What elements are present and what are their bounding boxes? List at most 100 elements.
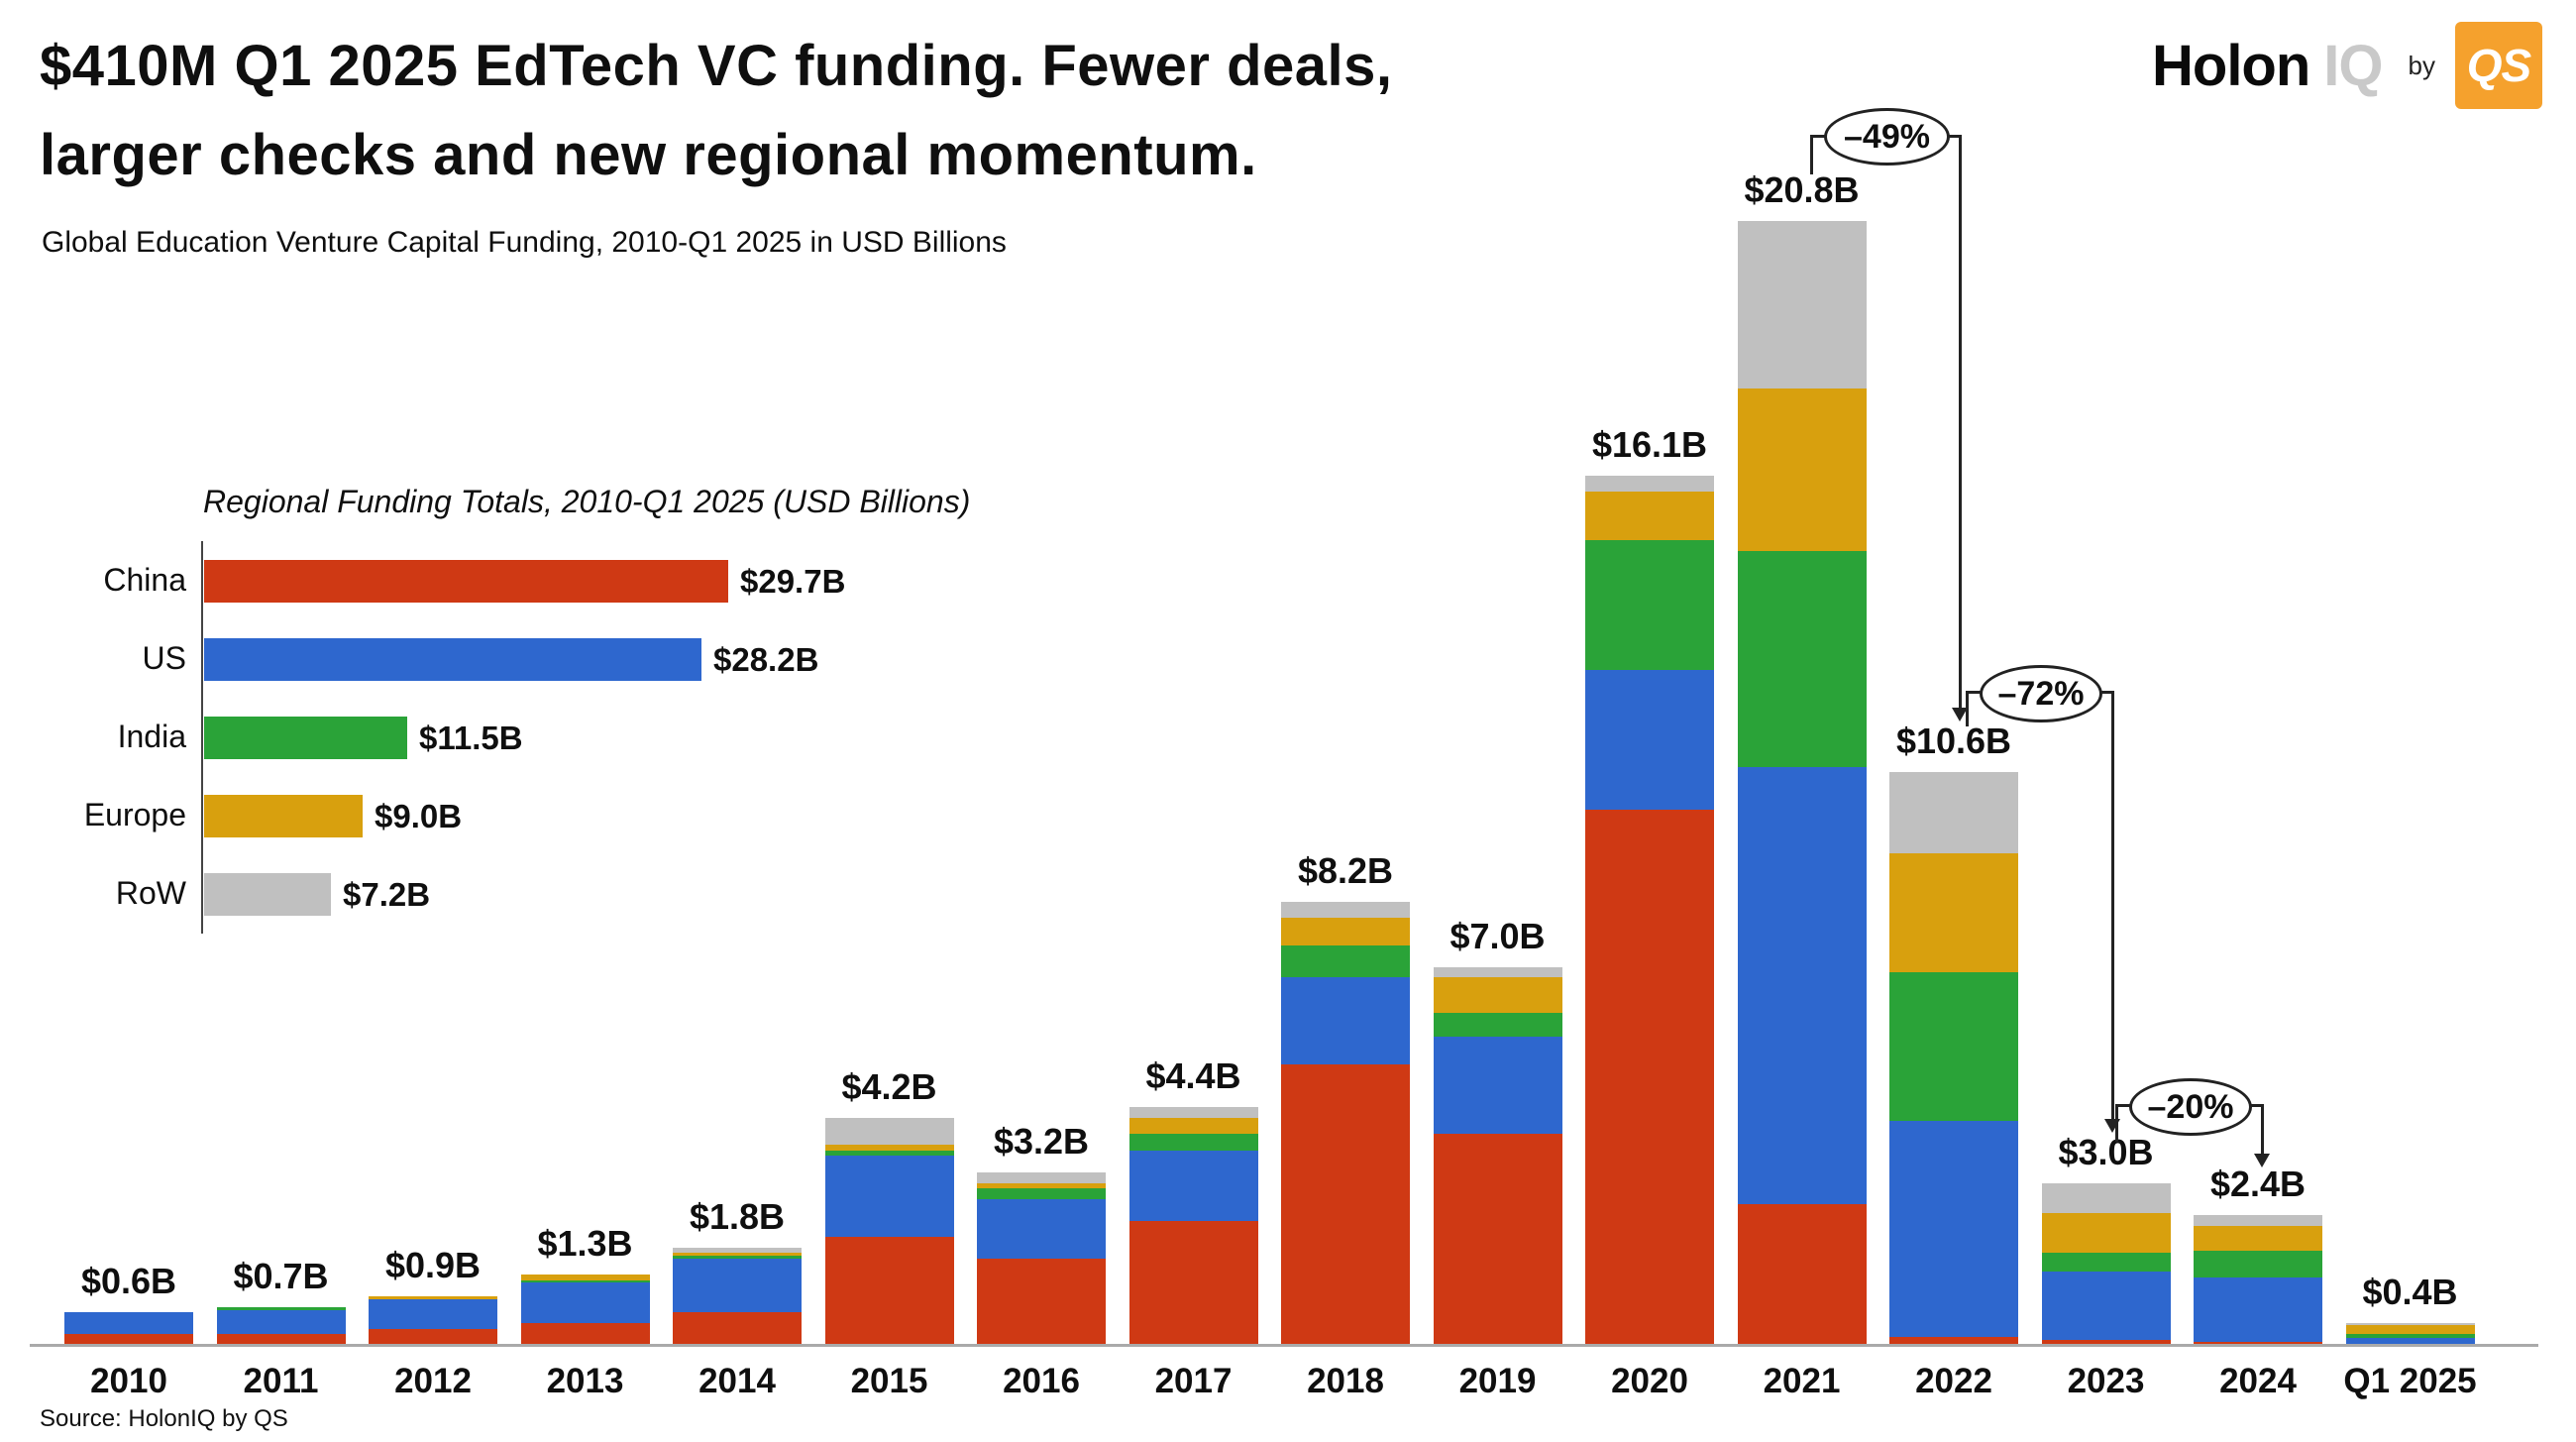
x-tick-2016: 2016 — [1003, 1362, 1080, 1400]
stacked-bar-2017 — [1128, 1107, 1258, 1345]
segment-europe-2021 — [1737, 388, 1867, 551]
stacked-bar-2023 — [2041, 1182, 2171, 1345]
x-tick-2023: 2023 — [2067, 1362, 2145, 1400]
segment-china-2011 — [216, 1334, 346, 1345]
x-axis-line — [30, 1344, 2538, 1347]
total-label-2010: $0.6B — [80, 1261, 177, 1302]
segment-india-q1-2025 — [2345, 1334, 2475, 1339]
segment-us-q1-2025 — [2345, 1338, 2475, 1345]
source-note: Source: HolonIQ by QS — [40, 1405, 288, 1432]
segment-europe-2024 — [2194, 1226, 2322, 1251]
segment-china-2017 — [1128, 1220, 1258, 1345]
x-tick-q1-2025: Q1 2025 — [2343, 1362, 2477, 1400]
stacked-bar-2011 — [216, 1306, 346, 1345]
inset-bar-china — [204, 560, 728, 603]
x-tick-2013: 2013 — [546, 1362, 624, 1400]
total-label-2011: $0.7B — [233, 1255, 329, 1296]
segment-china-2023 — [2041, 1339, 2171, 1345]
by-text: by — [2408, 50, 2435, 80]
total-label-2018: $8.2B — [1297, 850, 1394, 892]
segment-row-2024 — [2194, 1215, 2322, 1227]
inset-value-label-india: $11.5B — [419, 720, 523, 756]
annotation-20pct-bubble: –20% — [2129, 1078, 2252, 1136]
x-tick-2010: 2010 — [90, 1362, 167, 1400]
segment-india-2019 — [1433, 1012, 1562, 1038]
segment-china-2021 — [1737, 1204, 1867, 1345]
segment-row-2021 — [1737, 221, 1867, 389]
inset-value-label-china: $29.7B — [740, 563, 846, 600]
total-label-q1-2025: $0.4B — [2362, 1272, 2458, 1313]
segment-europe-2015 — [824, 1145, 954, 1151]
stacked-bar-2024 — [2194, 1215, 2322, 1345]
stacked-bar-q1-2025 — [2345, 1323, 2475, 1345]
page-title: $410M Q1 2025 EdTech VC funding. Fewer d… — [40, 22, 1783, 200]
total-label-2014: $1.8B — [689, 1195, 786, 1237]
page-title-line2: larger checks and new regional momentum. — [40, 123, 1257, 187]
annotation-20pct-right-line — [2248, 1104, 2264, 1107]
segment-india-2014 — [673, 1256, 802, 1259]
segment-europe-2022 — [1889, 853, 2018, 972]
segment-china-2010 — [64, 1334, 193, 1345]
segment-us-2020 — [1585, 669, 1714, 811]
annotation-72pct-right-line — [2098, 691, 2114, 694]
segment-china-2013 — [520, 1323, 650, 1345]
segment-us-2023 — [2041, 1272, 2171, 1340]
annotation-49pct-left-hook — [1810, 135, 1813, 174]
segment-row-2019 — [1433, 966, 1562, 978]
segment-india-2016 — [977, 1187, 1106, 1199]
total-label-2017: $4.4B — [1145, 1055, 1241, 1097]
x-tick-2015: 2015 — [850, 1362, 928, 1400]
segment-us-2022 — [1889, 1120, 2018, 1337]
x-tick-2024: 2024 — [2219, 1362, 2297, 1400]
annotation-49pct-bubble: –49% — [1824, 108, 1950, 166]
segment-us-2021 — [1737, 766, 1867, 1205]
annotation-72pct-left-hook — [1966, 691, 1969, 726]
stacked-bar-2019 — [1433, 966, 1562, 1345]
segment-row-2018 — [1281, 902, 1410, 919]
holoniq-logo: Holon IQ by QS — [2152, 22, 2542, 109]
annotation-20pct-arrowhead-icon — [2254, 1154, 2270, 1167]
segment-us-2018 — [1281, 977, 1410, 1064]
x-tick-2011: 2011 — [243, 1362, 319, 1400]
segment-europe-2014 — [673, 1253, 802, 1257]
segment-us-2010 — [64, 1312, 193, 1335]
stacked-bar-2013 — [520, 1275, 650, 1345]
segment-europe-q1-2025 — [2345, 1324, 2475, 1335]
segment-india-2021 — [1737, 550, 1867, 767]
segment-china-2024 — [2194, 1342, 2322, 1345]
annotation-20pct-left-line — [2115, 1104, 2131, 1107]
total-label-2013: $1.3B — [537, 1223, 633, 1265]
stacked-bar-2022 — [1889, 772, 2018, 1345]
annotation-49pct-arrowhead-icon — [1952, 708, 1968, 721]
segment-china-2019 — [1433, 1134, 1562, 1345]
segment-row-2016 — [977, 1171, 1106, 1183]
total-label-2019: $7.0B — [1449, 915, 1546, 956]
segment-india-2023 — [2041, 1253, 2171, 1273]
total-label-2023: $3.0B — [2058, 1131, 2154, 1172]
holon-wordmark: Holon — [2152, 33, 2310, 98]
segment-us-2011 — [216, 1309, 346, 1335]
inset-category-label-us: US — [142, 640, 186, 676]
segment-india-2017 — [1128, 1134, 1258, 1151]
inset-category-label-india: India — [117, 719, 186, 754]
x-tick-2022: 2022 — [1915, 1362, 1992, 1400]
total-label-2012: $0.9B — [384, 1244, 482, 1285]
segment-china-2016 — [977, 1258, 1106, 1345]
total-label-2024: $2.4B — [2209, 1164, 2307, 1205]
segment-us-2014 — [673, 1258, 802, 1313]
segment-europe-2012 — [369, 1295, 497, 1299]
x-tick-2018: 2018 — [1307, 1362, 1384, 1400]
annotation-72pct-left-line — [1966, 691, 1982, 694]
inset-category-label-row: RoW — [115, 875, 186, 911]
x-tick-2019: 2019 — [1458, 1362, 1537, 1400]
annotation-49pct-down-line — [1959, 135, 1962, 710]
segment-india-2022 — [1889, 971, 2018, 1121]
stacked-bar-2016 — [977, 1171, 1106, 1345]
iq-wordmark: IQ — [2323, 33, 2383, 98]
annotation-72pct-down-line — [2111, 691, 2114, 1121]
chart-subtitle: Global Education Venture Capital Funding… — [42, 226, 1007, 259]
segment-china-2012 — [369, 1328, 497, 1345]
segment-us-2019 — [1433, 1037, 1562, 1135]
segment-china-2020 — [1585, 810, 1714, 1345]
inset-value-label-europe: $9.0B — [375, 798, 463, 834]
